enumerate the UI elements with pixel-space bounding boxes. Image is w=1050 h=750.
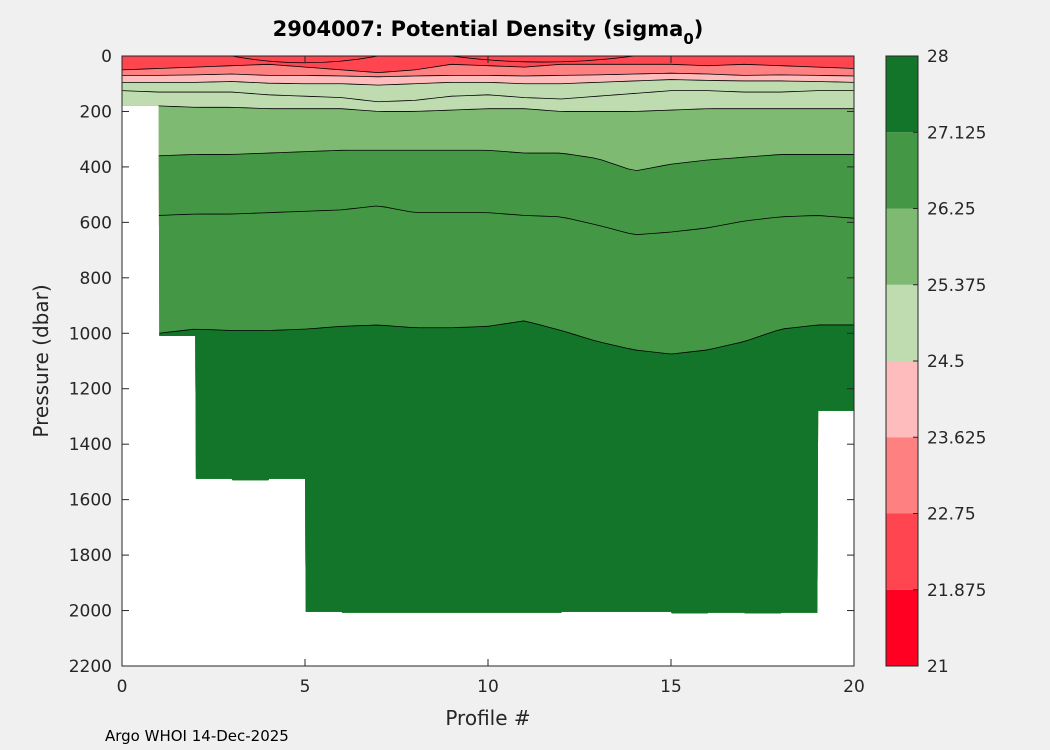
colorbar-tick-label: 21 [927,657,949,677]
y-tick-label: 2000 [69,602,112,622]
chart-title-close: ) [694,17,704,41]
y-tick-label: 400 [80,158,112,178]
colorbar-swatch [886,361,918,438]
y-axis-label: Pressure (dbar) [29,284,53,437]
y-tick-label: 1000 [69,324,112,344]
contour-line-band-26-25 [158,105,854,112]
y-tick-label: 1800 [69,546,112,566]
y-tick-label: 2200 [69,657,112,677]
chart-title-main: 2904007: Potential Density (sigma [273,17,684,41]
chart-title-subscript: 0 [683,30,693,48]
y-tick-label: 800 [80,269,112,289]
colorbar-tick-label: 24.5 [927,352,965,372]
colorbar-swatch [886,56,918,133]
colorbar-tick-label: 22.75 [927,505,976,525]
contour-line-band-24-5 [122,79,854,86]
colorbar-swatch [886,132,918,209]
x-axis: 0 5 10 15 20 [117,56,865,697]
colorbar: 21 21.875 22.75 23.625 24.5 25.375 26.25 27.125… [885,47,986,677]
y-tick-label: 1400 [69,435,112,455]
plot-area: 0 5 10 15 20 0 200 400 600 800 1000 1200 1400 1600 18… [69,47,865,697]
x-tick-label: 10 [477,677,499,697]
colorbar-swatch [886,284,918,361]
y-tick-label: 0 [101,47,112,67]
colorbar-tick-label: 26.25 [927,200,976,220]
colorbar-tick-label: 27.125 [927,123,986,143]
contour-lines [122,63,854,355]
colorbar-tick-label: 25.375 [927,276,986,296]
contour-line-band-23-625 [122,72,854,78]
contour-line-band-22-75 [122,63,854,74]
y-tick-label: 1600 [69,491,112,511]
y-tick-label: 600 [80,213,112,233]
colorbar-swatch [886,513,918,590]
colorbar-swatch [886,208,918,285]
colorbar-tick-label: 23.625 [927,428,986,448]
colorbar-swatch [886,437,918,514]
contour-line-band-26-5 [158,149,854,172]
contour-line-band-25-375 [122,90,854,103]
contour-line-band-27-125 [158,320,854,355]
x-tick-label: 20 [843,677,865,697]
colorbar-tick-label: 21.875 [927,581,986,601]
x-tick-label: 0 [117,677,128,697]
surface-patch-1 [451,56,635,63]
x-tick-label: 5 [300,677,311,697]
footer-credit: Argo WHOI 14-Dec-2025 [105,727,289,745]
contour-line-band-26-75 [158,205,854,236]
y-tick-label: 200 [80,102,112,122]
x-tick-label: 15 [660,677,682,697]
colorbar-swatch [886,589,918,666]
y-axis: 0 200 400 600 800 1000 1200 1400 1600 1800 2000 220… [69,47,854,677]
y-tick-label: 1200 [69,380,112,400]
chart-title: 2904007: Potential Density (sigma0) [273,17,704,48]
colorbar-tick-label: 28 [927,47,949,67]
x-axis-label: Profile # [445,706,530,730]
